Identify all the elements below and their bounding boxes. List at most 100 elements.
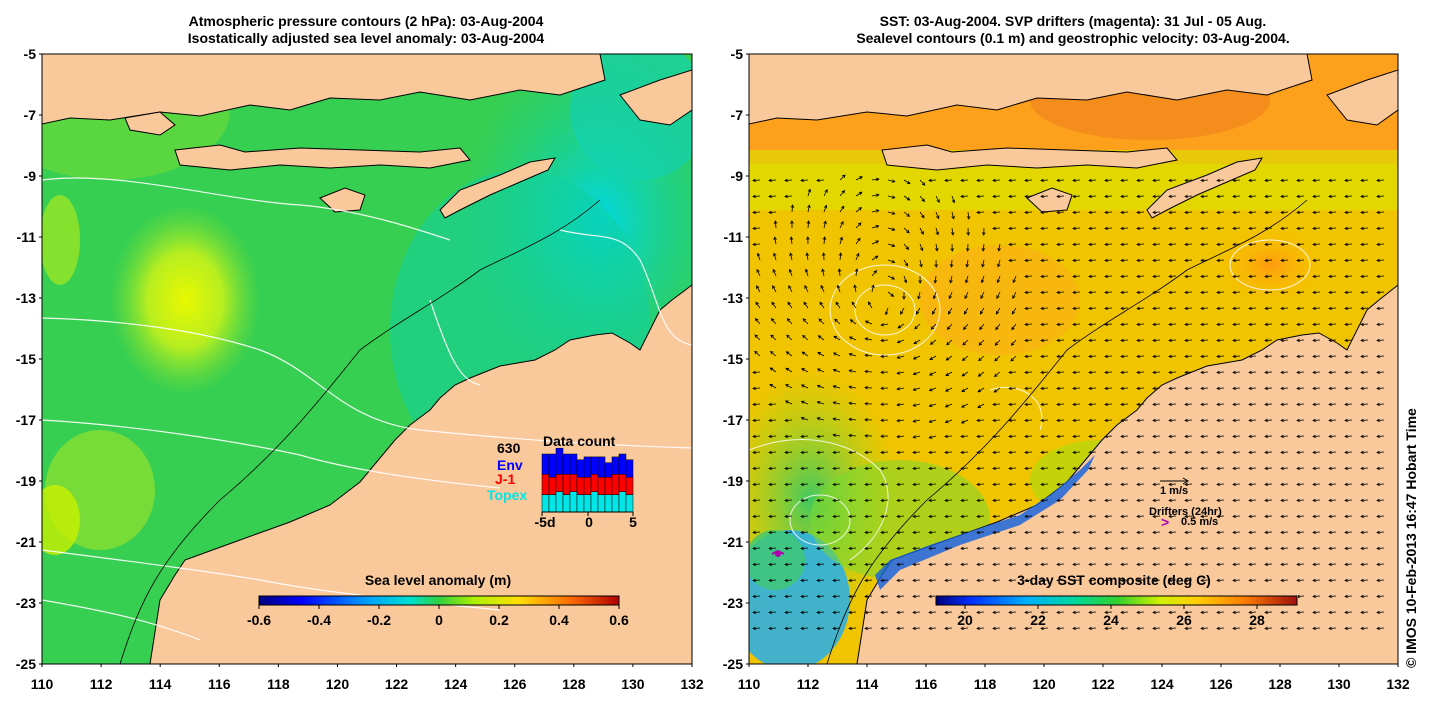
sla-lon-tick: 114 [149, 676, 172, 692]
velocity-scale-label: 1 m/s [1160, 485, 1188, 497]
sla-lon-tick: 126 [503, 676, 527, 692]
sst-lat-tick: -25 [723, 656, 743, 672]
slaTicks-label: -0.4 [307, 612, 331, 628]
sla-map [42, 54, 692, 664]
data-count-bar-env [618, 453, 627, 475]
sla-lat-tick: -13 [16, 290, 36, 306]
slaTicks-label: 0 [435, 612, 443, 628]
sla-lat-tick: -5 [24, 46, 37, 62]
data-count-bar-j1 [583, 476, 592, 495]
lesser-sunda-islands-sst [881, 144, 1178, 171]
tanimbar-islands [619, 69, 692, 126]
sstTicks-label: 22 [1030, 612, 1046, 628]
sst-colorbar-gradient [935, 595, 1298, 606]
data-count-bar-env [562, 453, 571, 475]
data-count-bar-j1 [625, 476, 634, 495]
sla-lon-tick: 116 [208, 676, 231, 692]
sla-lat-tick: -21 [16, 534, 36, 550]
sst-lon-tick: 126 [1209, 676, 1233, 692]
timor-island-sst [1146, 157, 1263, 219]
sla-colorbar-label: Sea level anomaly (m) [365, 572, 511, 588]
sstTicks-label: 24 [1103, 612, 1119, 628]
drifters-label: Drifters (24hr) [1149, 506, 1222, 518]
sla-lat-tick: -7 [24, 107, 37, 123]
sst-lon-tick: 120 [1032, 676, 1056, 692]
sst-lat-tick: -13 [723, 290, 743, 306]
data-count-bar-env [583, 456, 592, 478]
sla-lon-tick: 110 [31, 676, 54, 692]
java-bali-islands [42, 54, 606, 125]
sst-lon-tick: 114 [856, 676, 879, 692]
sstTicks-label: 28 [1249, 612, 1265, 628]
sst-lon-tick: 116 [915, 676, 938, 692]
data-count-bar-topex [590, 491, 599, 513]
data-count-bar-j1 [555, 474, 564, 492]
sla-lat-tick: -25 [16, 656, 36, 672]
legend-j1: J-1 [495, 471, 515, 487]
data-count-bar-topex [548, 494, 557, 513]
data-count-bar-topex [597, 494, 606, 513]
data-count-bar-j1 [590, 474, 599, 492]
data-count-bar-j1 [576, 476, 585, 495]
data-count-bar-topex [541, 494, 550, 513]
tanimbar-islands-sst [1326, 69, 1398, 126]
sla-lon-tick: 132 [680, 676, 704, 692]
data-count-bar-env [541, 453, 550, 475]
dc-tick-0: 0 [585, 514, 593, 530]
sst-lon-tick: 112 [797, 676, 820, 692]
slaTicks-label: 0.4 [549, 612, 569, 628]
sla-lat-tick: -15 [16, 351, 36, 367]
sst-lon-tick: 122 [1091, 676, 1115, 692]
sst-lon-tick: 110 [738, 676, 761, 692]
drifters-speed-label: 0.5 m/s [1181, 516, 1218, 528]
data-count-bar-topex [604, 494, 613, 513]
java-bali-islands-sst [749, 54, 1313, 125]
sla-colorbar-gradient [258, 595, 620, 606]
imos-credit: © IMOS 10-Feb-2013 16:47 Hobart Time [1403, 408, 1419, 668]
sst-lon-tick: 124 [1150, 676, 1174, 692]
data-count-total: 630 [497, 440, 521, 456]
sst-lon-tick: 128 [1268, 676, 1292, 692]
data-count-bar-env [590, 456, 599, 475]
legend-topex: Topex [487, 487, 527, 503]
sst-lon-tick: 130 [1327, 676, 1351, 692]
data-count-bar-env [625, 459, 634, 478]
data-count-bar-topex [569, 491, 578, 513]
sst-lon-tick: 132 [1386, 676, 1410, 692]
sealevel-contours [749, 239, 1311, 561]
sumba-island [319, 187, 366, 213]
sst-lat-tick: -15 [723, 351, 743, 367]
sst-lat-tick: -21 [723, 534, 743, 550]
slaTicks-label: 0.2 [489, 612, 509, 628]
sla-lat-tick: -23 [16, 595, 36, 611]
data-count-inset: 630 Data count Env J-1 Topex -5d 0 5 [487, 433, 637, 530]
sla-lon-tick: 118 [267, 676, 290, 692]
coastal-cool-strip [875, 455, 1095, 590]
slaTicks-label: 0.6 [609, 612, 629, 628]
data-count-bar-topex [576, 494, 585, 513]
sumba-island-sst [1026, 187, 1073, 213]
data-count-bar-topex [625, 494, 634, 513]
drifter-chevron-icon: > [1161, 514, 1169, 530]
sst-lat-tick: -11 [724, 229, 744, 245]
bathymetry-contour-sst [826, 199, 1308, 664]
data-count-bar-j1 [541, 474, 550, 495]
slaTicks-label: -0.2 [367, 612, 391, 628]
right-title-line1: SST: 03-Aug-2004. SVP drifters (magenta)… [880, 13, 1267, 29]
sst-lat-tick: -19 [723, 473, 743, 489]
sstTicks-label: 20 [957, 612, 973, 628]
data-count-bar-topex [583, 494, 592, 513]
sla-lon-tick: 124 [444, 676, 468, 692]
left-title-line2: Isostatically adjusted sea level anomaly… [188, 30, 545, 46]
sst-lat-tick: -7 [731, 107, 744, 123]
madura-island [124, 111, 176, 136]
sla-lat-tick: -19 [16, 473, 36, 489]
sla-lat-tick: -17 [16, 412, 36, 428]
right-title-line2: Sealevel contours (0.1 m) and geostrophi… [856, 30, 1289, 46]
sla-colorbar: Sea level anomaly (m) -0.6 -0.4 -0.2 0 0.2 0.… [247, 572, 629, 628]
svp-drifter-track [771, 549, 785, 557]
data-count-bar-topex [555, 491, 564, 513]
data-count-bar-j1 [611, 474, 620, 495]
data-count-bar-j1 [548, 476, 557, 495]
sla-lon-tick: 120 [326, 676, 350, 692]
